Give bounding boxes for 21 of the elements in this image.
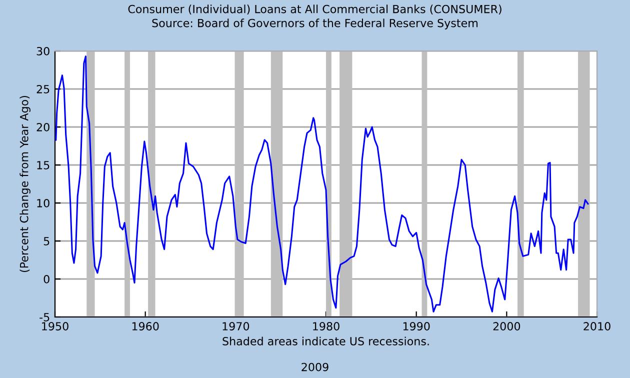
y-tick-label: 5 bbox=[44, 237, 50, 246]
x-tick-label: 1980 bbox=[313, 322, 340, 330]
x-tick-label: 1960 bbox=[132, 322, 159, 330]
chart-title: Consumer (Individual) Loans at All Commercial Banks (CONSUMER) bbox=[128, 4, 502, 15]
y-tick-label: -5 bbox=[40, 313, 50, 322]
line-series bbox=[55, 56, 589, 312]
x-tick-label: 1970 bbox=[222, 322, 250, 330]
y-tick-label: 15 bbox=[37, 161, 50, 170]
x-tick-label: 2010 bbox=[584, 322, 610, 330]
y-tick-label: 0 bbox=[44, 274, 50, 284]
x-tick-label: 1950 bbox=[42, 322, 68, 330]
text: 2009 bbox=[302, 362, 328, 372]
x-axis-title: Shaded areas indicate US recessions. bbox=[222, 336, 429, 346]
y-axis-title: (Percent Change from Year Ago) bbox=[20, 96, 30, 272]
chart-subtitle: Source: Board of Governors of the Federal Reserve System bbox=[152, 18, 478, 30]
y-tick-label: 10 bbox=[37, 198, 50, 208]
y-tick-label: 30 bbox=[36, 46, 50, 56]
x-tick-label: 1990 bbox=[403, 322, 430, 330]
y-tick-label: 25 bbox=[36, 84, 50, 94]
y-tick-label: 20 bbox=[36, 122, 50, 132]
x-tick-label: 2000 bbox=[493, 322, 520, 330]
